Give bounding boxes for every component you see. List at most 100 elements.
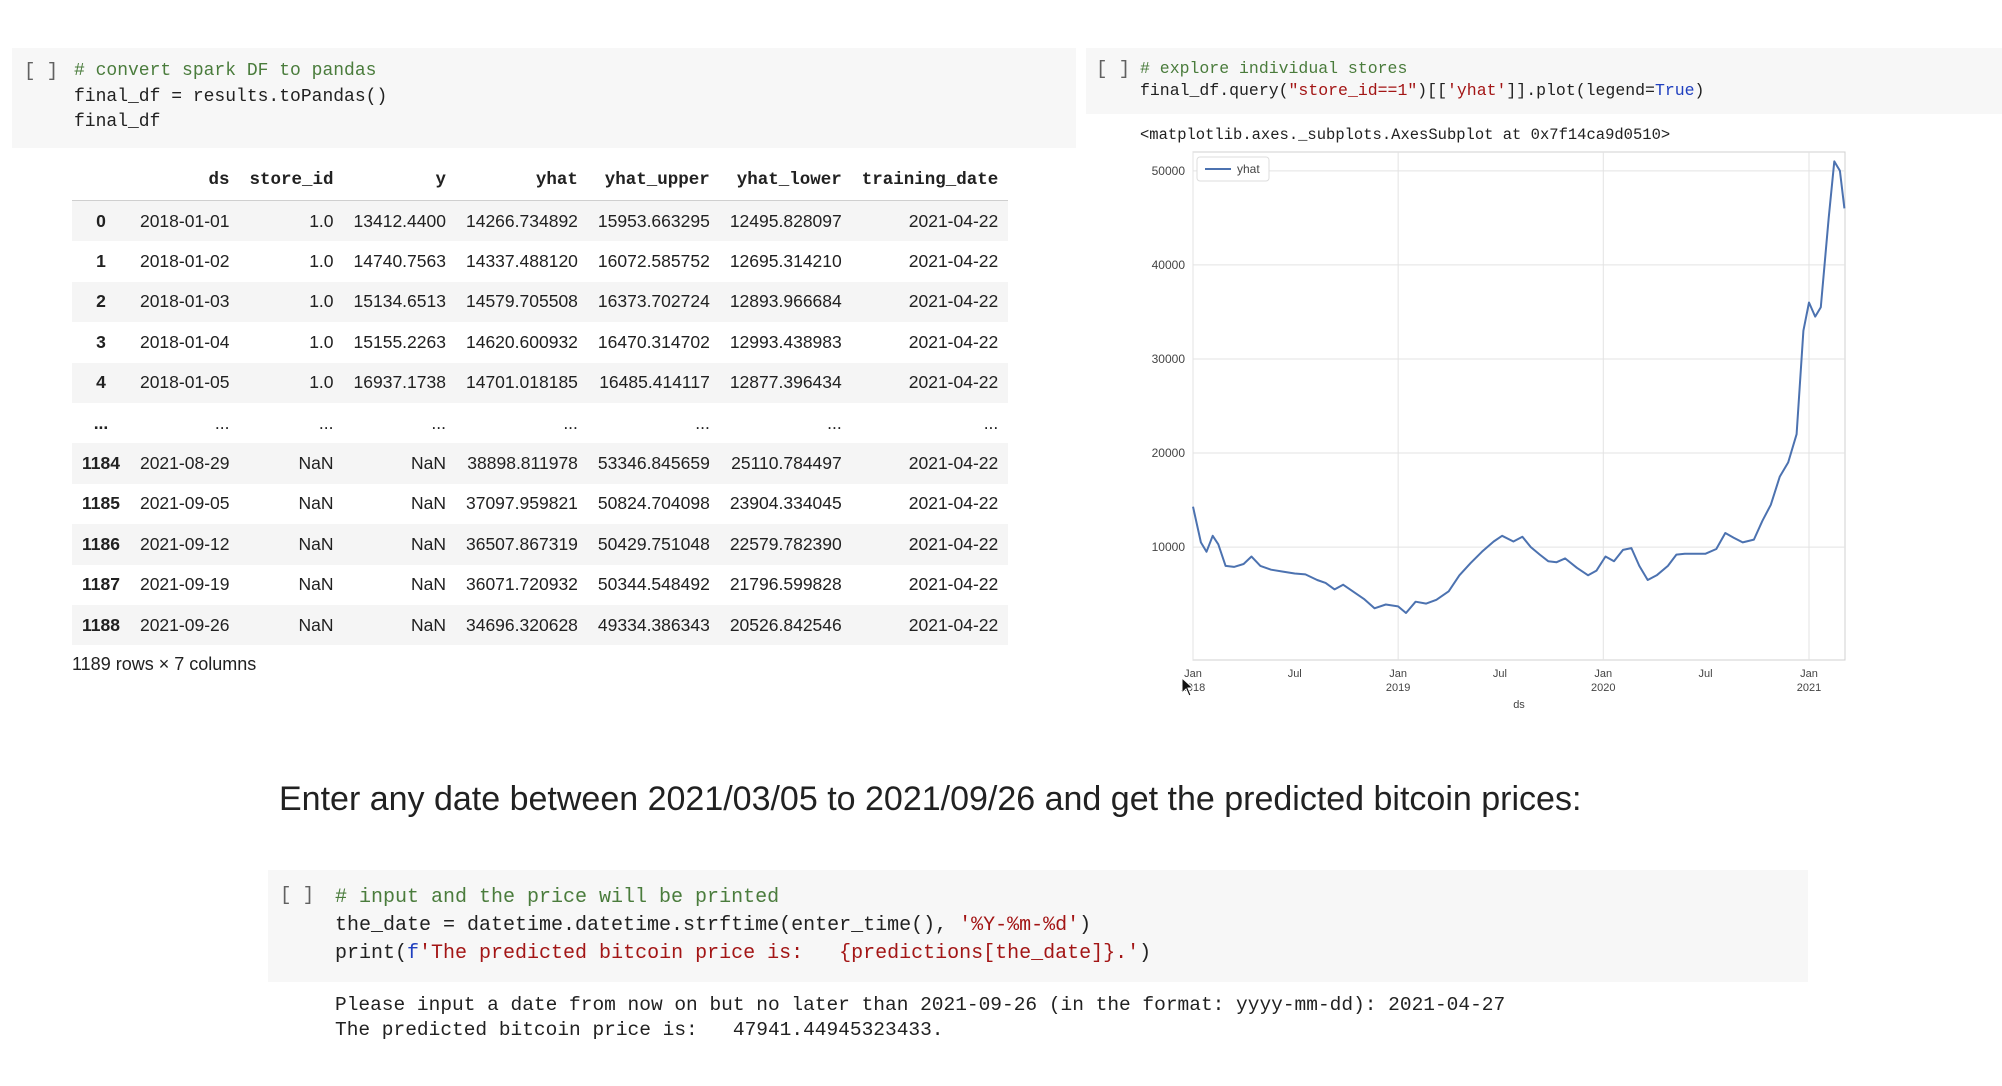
table-row: 1 2018-01-02 1.0 14740.7563 14337.488120 1607… [72, 241, 1008, 281]
column-header: yhat_upper [604, 170, 710, 190]
table-cell: 2021-04-22 [851, 362, 1009, 403]
legend-label: yhat [1237, 162, 1260, 176]
table-cell: ... [983, 412, 999, 433]
table-cell: 12495.828097 [719, 200, 852, 242]
x-axis-label: ds [1513, 699, 1525, 711]
code-token: the_date = datetime.datetime.strftime(en… [335, 914, 960, 937]
table-cell: 34696.320628 [455, 604, 588, 646]
table-cell: NaN [410, 574, 446, 595]
table-cell: 2021-04-22 [908, 574, 999, 595]
table-row: 3 2018-01-04 1.0 15155.2263 14620.600932 1647… [72, 322, 1008, 362]
row-index: ... [93, 412, 109, 433]
table-row: ........................ [72, 403, 1008, 443]
code-editor[interactable]: # explore individual stores final_df.que… [1140, 58, 1704, 102]
table-cell: 2021-04-22 [851, 281, 1009, 323]
table-cell: ... [563, 412, 578, 433]
code-token: ]].plot(legend= [1506, 81, 1655, 100]
x-tick-label: 2020 [1591, 682, 1615, 694]
table-cell: 15134.6513 [343, 281, 456, 323]
table-cell: NaN [298, 493, 334, 514]
column-header: training_date [861, 170, 999, 190]
section-heading: Enter any date between 2021/03/05 to 202… [279, 780, 1582, 818]
code-editor[interactable]: # input and the price will be printed th… [335, 884, 1151, 968]
table-cell: 2021-04-22 [908, 493, 999, 514]
x-tick-label: Jul [1493, 668, 1507, 680]
y-tick-label: 20000 [1152, 446, 1186, 460]
code-editor[interactable]: # convert spark DF to pandas final_df = … [74, 59, 387, 136]
table-cell: 14266.734892 [455, 200, 588, 242]
output-line: Please input a date from now on but no l… [335, 994, 1506, 1016]
column-header: yhat_lower [736, 170, 842, 190]
table-cell: 1.0 [309, 331, 334, 352]
code-comment: # input and the price will be printed [335, 886, 780, 909]
table-row: 1184 2021-08-29 NaN NaN 38898.811978 53346.84… [72, 443, 1009, 484]
legend-box [1196, 156, 1270, 182]
code-string: "store_id==1" [1288, 81, 1418, 100]
table-cell: NaN [239, 524, 344, 565]
row-index: 3 [96, 331, 106, 352]
table-row: 1186 2021-09-12 NaN NaN 36507.867319 50429.75… [72, 524, 1009, 565]
table-cell: 2018-01-01 [129, 200, 240, 242]
column-header: ds [208, 170, 230, 190]
table-header-row: ds store_id y yhat yhat_upper yhat_lower train… [72, 160, 1009, 201]
table-cell: 1.0 [239, 281, 344, 323]
table-cell: 49334.386343 [587, 604, 720, 646]
code-cell-plot[interactable] [1086, 48, 2002, 114]
run-cell-button[interactable]: [ ] [280, 884, 315, 906]
code-comment: # convert spark DF to pandas [74, 61, 377, 81]
table-row: 1188 2021-09-26 NaN NaN 34696.320628 49334.38… [72, 604, 1009, 646]
code-token: ) [1139, 942, 1152, 965]
table-cell: NaN [410, 493, 446, 514]
dataframe-table: ds store_id y yhat yhat_upper yhat_lower train… [72, 160, 1009, 646]
run-cell-button[interactable]: [ ] [24, 60, 59, 82]
table-cell: 2021-04-22 [851, 200, 1009, 242]
table-cell: 2021-04-22 [851, 524, 1009, 565]
table-cell: ... [431, 412, 446, 433]
table-cell: ... [827, 412, 842, 433]
table-cell: 23904.334045 [729, 493, 842, 514]
table-row: 2 2018-01-03 1.0 15134.6513 14579.705508 1637… [72, 281, 1009, 323]
table-cell: NaN [239, 443, 344, 484]
table-cell: 2021-08-29 [129, 443, 240, 484]
code-keyword: True [1654, 81, 1695, 100]
table-cell: 12877.396434 [719, 362, 852, 403]
x-tick-label: 2019 [1386, 682, 1410, 694]
row-index: 1184 [72, 443, 130, 484]
column-header: store_id [249, 170, 334, 190]
y-tick-label: 50000 [1152, 164, 1186, 178]
table-cell: 12993.438983 [729, 331, 842, 352]
table-cell: 15953.663295 [587, 200, 720, 242]
code-token: )[[ [1417, 81, 1447, 100]
output-repr: <matplotlib.axes._subplots.AxesSubplot a… [1140, 126, 1671, 144]
table-cell: 22579.782390 [719, 524, 852, 565]
code-string: 'The predicted bitcoin price is: {predic… [419, 942, 1140, 965]
table-cell: 14740.7563 [353, 251, 446, 272]
plot-area [1192, 151, 1846, 661]
row-index: 1 [96, 251, 106, 272]
x-tick-label: Jul [1288, 668, 1302, 680]
table-cell: 50824.704098 [597, 493, 710, 514]
table-cell: NaN [343, 604, 456, 646]
y-tick-label: 10000 [1152, 540, 1186, 554]
row-index: 1185 [82, 493, 120, 514]
code-string: 'yhat' [1446, 81, 1507, 100]
x-tick-label: Jan [1594, 668, 1612, 680]
output-line: The predicted bitcoin price is: 47941.44… [335, 1019, 944, 1041]
x-tick-label: Jan [1389, 668, 1407, 680]
table-cell: 2021-09-19 [139, 574, 230, 595]
table-cell: NaN [239, 604, 344, 646]
code-cell-convert[interactable] [12, 48, 1076, 148]
table-cell: ... [318, 412, 334, 433]
table-cell: 16937.1738 [343, 362, 456, 403]
table-cell: 16485.414117 [587, 362, 720, 403]
dataframe-shape: 1189 rows × 7 columns [72, 654, 257, 674]
table-cell: NaN [343, 443, 456, 484]
table-cell: 1.0 [309, 251, 334, 272]
table-row: 1187 2021-09-19 NaN NaN 36071.720932 50344.54… [72, 565, 1008, 605]
cell-output: Please input a date from now on but no l… [335, 993, 1505, 1043]
table-cell: 12695.314210 [729, 251, 842, 272]
table-cell: 13412.4400 [343, 200, 456, 242]
run-cell-button[interactable]: [ ] [1096, 58, 1131, 80]
code-cell-predict[interactable] [268, 870, 1808, 982]
row-index: 1188 [72, 604, 130, 646]
